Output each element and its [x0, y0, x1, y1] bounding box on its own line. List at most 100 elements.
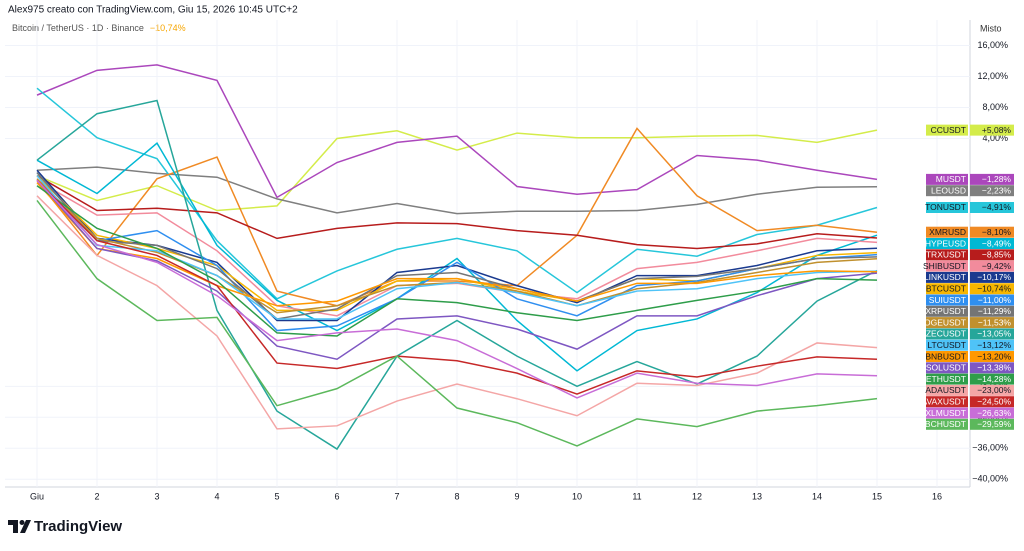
x-tick-label: 7 [394, 491, 399, 501]
end-label-value-box [970, 249, 1014, 261]
value-label: −29,59% [977, 419, 1011, 429]
series-line [36, 141, 878, 372]
series-line [36, 172, 878, 320]
end-label-value-box [970, 396, 1014, 408]
series-line [36, 185, 878, 337]
x-tick-label: 12 [692, 491, 702, 501]
logo-icon [8, 520, 31, 533]
end-label-value-box [970, 384, 1014, 396]
series-line [36, 199, 878, 447]
end-label: DOGEUSDT −11,53% [918, 317, 1014, 329]
legend-name: TRXUSDT [926, 250, 966, 260]
x-tick-label: 10 [572, 491, 582, 501]
end-label: XMRUSD −8,10% [926, 226, 1014, 238]
subtitle-text: Bitcoin / TetherUS · 1D · Binance [12, 23, 144, 33]
end-label-value-box [970, 185, 1014, 197]
scale-mode: Misto [980, 23, 1002, 33]
legend-name: AVAXUSDT [921, 396, 966, 406]
end-label-value-box [970, 201, 1014, 213]
end-label: ADAUSDT −23,00% [925, 384, 1014, 396]
end-label: ETHUSDT −14,28% [926, 373, 1014, 385]
legend-name: LEOUSD [931, 185, 966, 195]
end-label-name-box [926, 418, 968, 430]
x-tick-label: 13 [752, 491, 762, 501]
end-label-name-box [926, 294, 968, 306]
value-label: −8,49% [982, 238, 1012, 248]
value-label: +5,08% [982, 125, 1012, 135]
end-label: HYPEUSD −8,49% [925, 238, 1014, 250]
x-tick-label: 2 [94, 491, 99, 501]
end-label: BTCUSDT −10,74% [926, 283, 1014, 295]
value-label: −4,91% [982, 202, 1012, 212]
end-label-value-box [970, 173, 1014, 185]
end-label-name-box [926, 226, 968, 238]
end-label: LEOUSD −2,23% [926, 185, 1014, 197]
end-label-value-box [970, 238, 1014, 250]
end-label-value-box [970, 328, 1014, 340]
value-label: −13,20% [977, 351, 1011, 361]
end-label-value-box [970, 283, 1014, 295]
end-label-name-box [926, 201, 968, 213]
value-label: −13,12% [977, 340, 1011, 350]
legend-name: BTCUSDT [926, 283, 966, 293]
legend-name: DOGEUSDT [918, 317, 966, 327]
end-label: ZECUSDT −13,05% [926, 328, 1014, 340]
x-tick-label: 3 [154, 491, 159, 501]
legend-name: BNBUSDT [925, 351, 966, 361]
series-line [36, 169, 878, 322]
legend-name: CCUSDT [931, 125, 966, 135]
end-label-name-box [926, 271, 968, 283]
value-label: −1,28% [982, 174, 1012, 184]
logo: TradingView [8, 518, 122, 535]
end-label-value-box [970, 226, 1014, 238]
end-label-name-box [926, 328, 968, 340]
end-label: SUIUSDT −11,00% [926, 294, 1014, 306]
x-tick-label: 11 [632, 491, 641, 501]
legend-name: MUSDT [936, 174, 966, 184]
subtitle-change: −10,74% [150, 23, 186, 33]
end-label-name-box [926, 396, 968, 408]
end-label-name-box [926, 260, 968, 272]
value-label: −11,53% [978, 317, 1012, 327]
end-label-value-box [970, 407, 1014, 419]
end-label-name-box [926, 305, 968, 317]
end-label-name-box [926, 384, 968, 396]
y-tick-label: 8,00% [982, 102, 1008, 112]
end-label: MUSDT −1,28% [926, 173, 1014, 185]
end-label: BNBUSDT −13,20% [925, 351, 1014, 363]
legend-name: TONUSDT [925, 202, 966, 212]
end-label: XRPUSDT −11,29% [925, 305, 1014, 317]
legend-name: ADAUSDT [925, 385, 966, 395]
x-tick-label: 6 [334, 491, 339, 501]
x-tick-label: 8 [454, 491, 459, 501]
x-tick-label: 16 [932, 491, 942, 501]
series-line [36, 64, 878, 199]
logo-dot [19, 520, 25, 525]
value-label: −14,28% [977, 374, 1011, 384]
series-line [36, 175, 878, 250]
end-label-name-box [926, 407, 968, 419]
end-label-name-box [926, 373, 968, 385]
legend-name: XMRUSD [929, 227, 966, 237]
end-label-value-box [970, 362, 1014, 374]
x-tick-label: 15 [872, 491, 882, 501]
legend-name: LINKUSDT [924, 272, 966, 282]
end-label-value-box [970, 418, 1014, 430]
end-label-name-box [926, 339, 968, 351]
end-label: AVAXUSDT −24,50% [921, 396, 1014, 408]
value-label: −13,38% [977, 363, 1011, 373]
subtitle: Bitcoin / TetherUS · 1D · Binance −10,74% [12, 23, 186, 33]
series-line [36, 99, 878, 451]
x-tick-label: Giu [30, 491, 44, 501]
value-label: −11,29% [978, 306, 1012, 316]
end-label: CCUSDT +5,08% [926, 124, 1014, 136]
legend-name: HYPEUSD [925, 238, 966, 248]
end-label: TRXUSDT −8,85% [926, 249, 1014, 261]
y-tick-label: −36,00% [972, 443, 1008, 453]
end-label: BCHUSDT −29,59% [925, 418, 1014, 430]
caption: Alex975 creato con TradingView.com, Giu … [8, 5, 298, 16]
end-label-value-box [970, 373, 1014, 385]
value-label: −26,63% [977, 408, 1011, 418]
